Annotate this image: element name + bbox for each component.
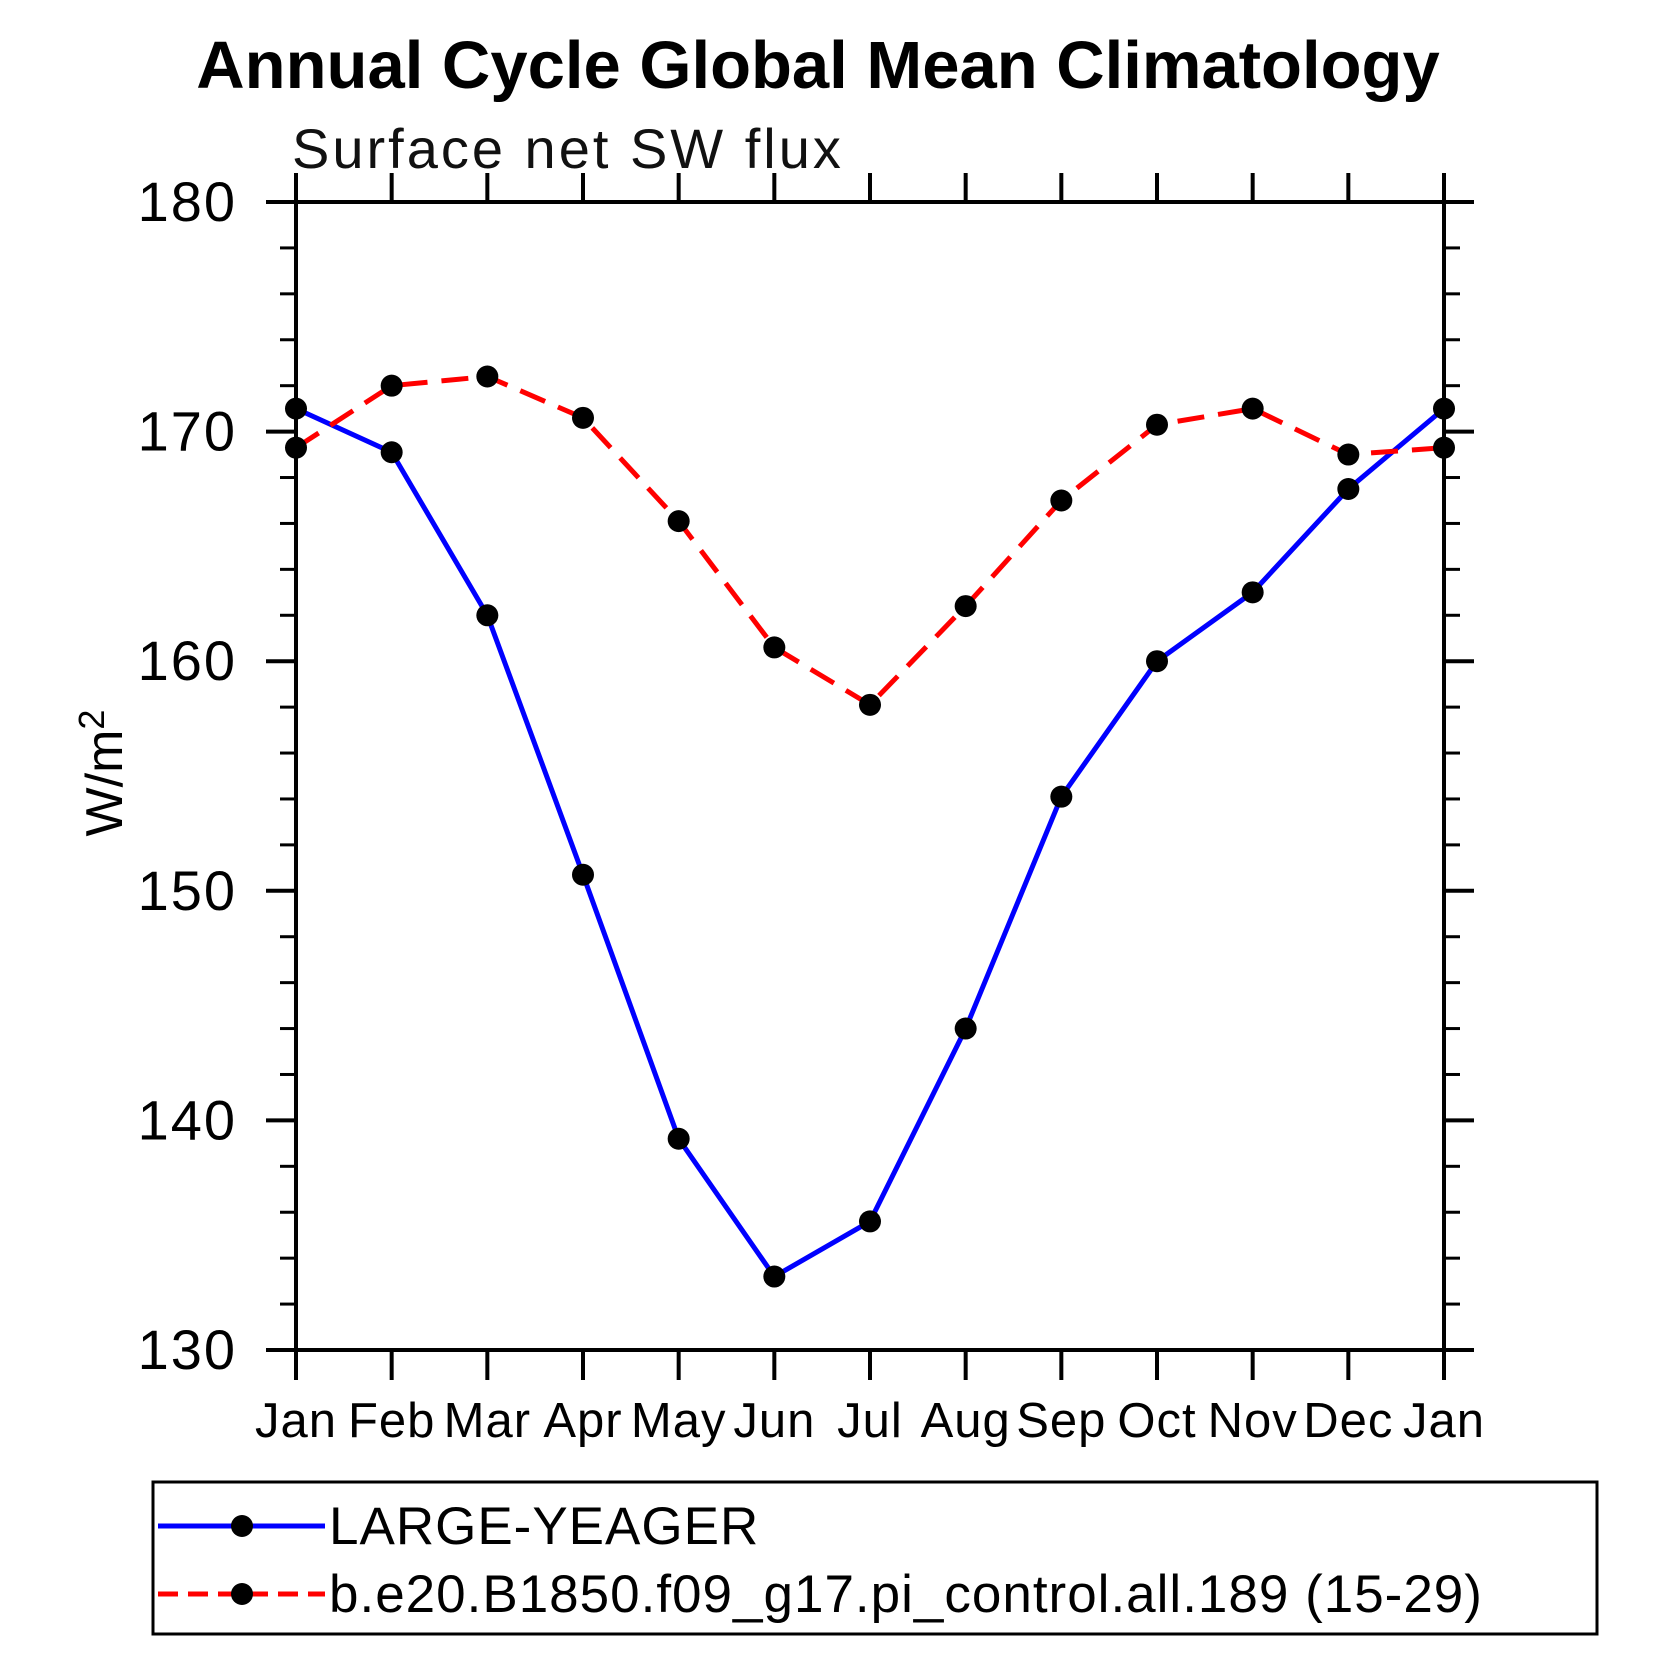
x-tick-label: Sep [1016, 1394, 1106, 1448]
x-tick-label: Jun [733, 1394, 815, 1448]
x-tick-label: Jan [255, 1394, 337, 1448]
chart-subtitle: Surface net SW flux [292, 117, 844, 180]
data-point-marker [859, 1210, 881, 1233]
series-line [294, 373, 1445, 708]
y-tick-label: 130 [138, 1318, 237, 1381]
y-tick-label: 180 [138, 170, 237, 233]
data-point-marker [1433, 397, 1455, 420]
data-point-marker [667, 510, 690, 533]
y-axis-title: W/m2 [71, 710, 134, 837]
y-axis-title-base: W/m [76, 730, 134, 837]
data-point-marker [380, 374, 403, 397]
y-tick-label: 160 [138, 629, 237, 692]
plot-border [294, 200, 1446, 1352]
data-point-marker [476, 365, 499, 388]
x-tick-label: May [631, 1394, 727, 1448]
y-tick-label: 150 [138, 859, 237, 922]
data-point-marker [1146, 650, 1168, 673]
legend-label: b.e20.B1850.f09_g17.pi_control.all.189 (… [329, 1565, 1483, 1624]
x-tick-label: Feb [348, 1394, 435, 1448]
data-point-marker [1050, 785, 1073, 808]
data-point-marker [954, 1017, 977, 1040]
legend-label: LARGE-YEAGER [329, 1497, 759, 1556]
data-point-marker [380, 441, 403, 464]
data-point-marker [1146, 413, 1168, 436]
data-point-marker [954, 595, 977, 618]
data-point-marker [763, 636, 786, 659]
data-point-marker [1433, 436, 1455, 459]
y-tick-label: 140 [138, 1088, 237, 1151]
x-tick-label: Aug [921, 1394, 1011, 1448]
x-tick-label: Jan [1403, 1394, 1485, 1448]
data-point-marker [285, 436, 307, 459]
data-point-marker [1337, 478, 1360, 500]
data-point-marker [667, 1127, 690, 1150]
y-tick-label: 170 [138, 400, 237, 463]
data-point-marker [1337, 443, 1360, 466]
data-point-marker [1241, 397, 1264, 420]
x-tick-label: Mar [444, 1394, 531, 1448]
x-tick-label: Oct [1117, 1394, 1196, 1448]
data-point-marker [1241, 581, 1264, 604]
data-point-marker [285, 397, 307, 420]
data-point-marker [1050, 489, 1073, 512]
data-point-marker [476, 604, 499, 627]
x-tick-label: Jul [837, 1394, 903, 1448]
x-tick-label: Nov [1208, 1394, 1298, 1448]
legend-marker [231, 1515, 253, 1537]
legend-marker [231, 1583, 253, 1605]
data-point-marker [763, 1265, 786, 1288]
y-axis-title-superscript: 2 [71, 710, 112, 730]
chart-title: Annual Cycle Global Mean Climatology [196, 28, 1439, 103]
x-tick-label: Apr [543, 1394, 622, 1448]
data-point-marker [572, 406, 594, 429]
legend-box [151, 1480, 1599, 1636]
data-point-marker [859, 693, 881, 716]
series-line [294, 406, 1446, 1280]
x-tick-label: Dec [1303, 1394, 1393, 1448]
data-point-marker [572, 863, 594, 886]
